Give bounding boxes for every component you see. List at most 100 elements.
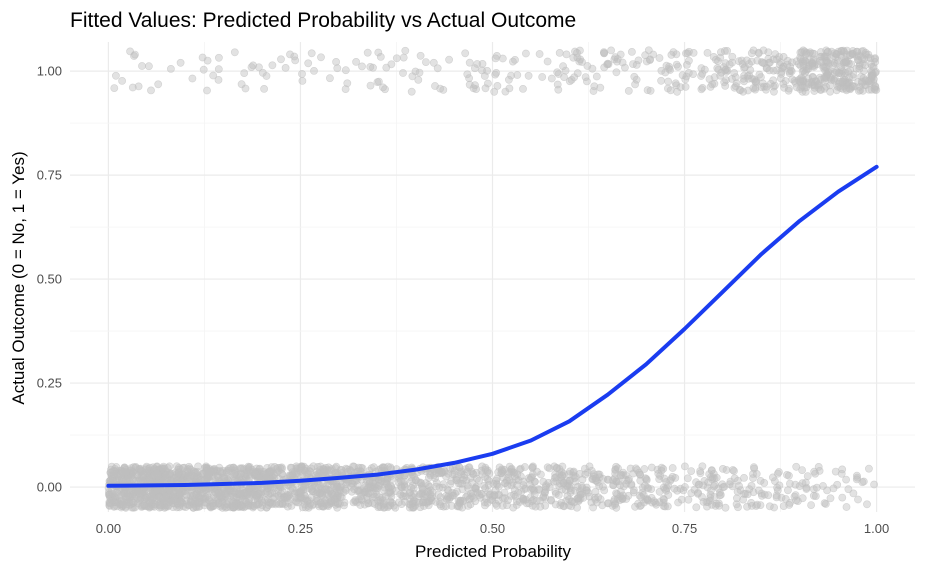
point-outcome-1 (738, 60, 747, 68)
point-outcome-0 (550, 473, 559, 482)
point-outcome-1 (369, 63, 377, 72)
point-outcome-0 (483, 498, 492, 507)
chart-title: Fitted Values: Predicted Probability vs … (70, 9, 576, 32)
point-outcome-0 (113, 502, 121, 511)
point-outcome-0 (370, 493, 379, 501)
point-outcome-0 (541, 493, 550, 502)
point-outcome-0 (411, 475, 420, 484)
point-outcome-0 (405, 503, 414, 512)
point-outcome-0 (418, 485, 427, 494)
point-outcome-1 (469, 84, 478, 93)
point-outcome-1 (429, 58, 438, 67)
point-outcome-0 (730, 474, 739, 483)
point-outcome-0 (642, 475, 651, 483)
point-outcome-1 (820, 74, 829, 83)
point-outcome-1 (716, 53, 725, 62)
point-outcome-0 (528, 463, 537, 472)
point-outcome-0 (119, 497, 128, 506)
point-outcome-1 (358, 62, 366, 71)
point-outcome-0 (624, 476, 633, 485)
point-outcome-0 (842, 503, 851, 511)
point-outcome-0 (619, 471, 627, 479)
point-outcome-0 (609, 481, 617, 490)
point-outcome-0 (662, 478, 671, 486)
point-outcome-0 (364, 483, 373, 492)
point-outcome-1 (721, 82, 730, 90)
point-outcome-0 (162, 492, 170, 501)
point-outcome-1 (600, 48, 608, 56)
point-outcome-0 (214, 499, 223, 508)
point-outcome-1 (310, 67, 318, 75)
point-outcome-0 (384, 483, 393, 492)
point-outcome-0 (859, 477, 868, 486)
point-outcome-0 (626, 464, 635, 473)
point-outcome-1 (624, 87, 633, 95)
point-outcome-0 (455, 463, 464, 472)
point-outcome-0 (422, 498, 430, 507)
point-outcome-1 (581, 73, 590, 81)
point-outcome-0 (708, 500, 716, 509)
point-outcome-1 (535, 50, 544, 58)
point-outcome-0 (307, 485, 316, 494)
point-outcome-0 (186, 497, 195, 506)
point-outcome-0 (112, 488, 121, 497)
point-outcome-1 (855, 65, 864, 73)
point-outcome-0 (238, 495, 247, 504)
point-outcome-0 (260, 470, 269, 478)
point-outcome-0 (118, 496, 126, 505)
point-outcome-1 (277, 55, 285, 64)
point-outcome-1 (554, 85, 563, 94)
point-outcome-0 (141, 493, 150, 502)
point-outcome-1 (399, 69, 407, 77)
point-outcome-0 (309, 500, 318, 508)
point-outcome-0 (426, 471, 435, 480)
point-outcome-0 (252, 491, 261, 500)
point-outcome-0 (320, 468, 328, 477)
point-outcome-0 (611, 465, 620, 474)
point-outcome-0 (155, 493, 164, 502)
point-outcome-1 (771, 81, 779, 90)
point-outcome-1 (689, 49, 698, 57)
point-outcome-0 (353, 487, 362, 496)
point-outcome-0 (445, 495, 454, 504)
point-outcome-1 (871, 58, 880, 66)
point-outcome-0 (124, 491, 133, 500)
point-outcome-0 (491, 486, 500, 495)
point-outcome-1 (759, 79, 767, 88)
point-outcome-0 (307, 493, 316, 502)
point-outcome-0 (407, 484, 416, 492)
point-outcome-1 (341, 66, 350, 75)
point-outcome-0 (228, 503, 237, 511)
point-outcome-1 (787, 67, 796, 76)
point-outcome-0 (326, 466, 335, 475)
x-tick-label: 1.00 (864, 521, 889, 536)
point-outcome-0 (340, 501, 348, 510)
point-outcome-1 (203, 56, 212, 65)
point-outcome-0 (798, 494, 807, 503)
point-outcome-1 (547, 74, 556, 83)
point-outcome-0 (743, 502, 751, 511)
point-outcome-0 (287, 463, 296, 472)
point-outcome-0 (370, 500, 379, 508)
point-outcome-0 (380, 463, 389, 472)
point-outcome-1 (392, 54, 401, 63)
point-outcome-1 (664, 77, 673, 86)
point-outcome-0 (148, 495, 157, 504)
point-outcome-0 (220, 473, 229, 482)
point-outcome-0 (174, 468, 183, 477)
point-outcome-1 (507, 71, 515, 80)
point-outcome-0 (643, 494, 651, 503)
point-outcome-0 (765, 502, 774, 511)
point-outcome-0 (630, 486, 638, 495)
point-outcome-1 (666, 86, 675, 95)
point-outcome-1 (112, 71, 120, 80)
point-outcome-0 (169, 496, 177, 505)
point-outcome-0 (296, 467, 305, 475)
point-outcome-1 (832, 50, 841, 58)
point-outcome-0 (276, 483, 285, 492)
point-outcome-0 (105, 502, 114, 510)
point-outcome-1 (147, 86, 155, 95)
point-outcome-0 (481, 463, 490, 472)
point-outcome-0 (838, 465, 847, 474)
